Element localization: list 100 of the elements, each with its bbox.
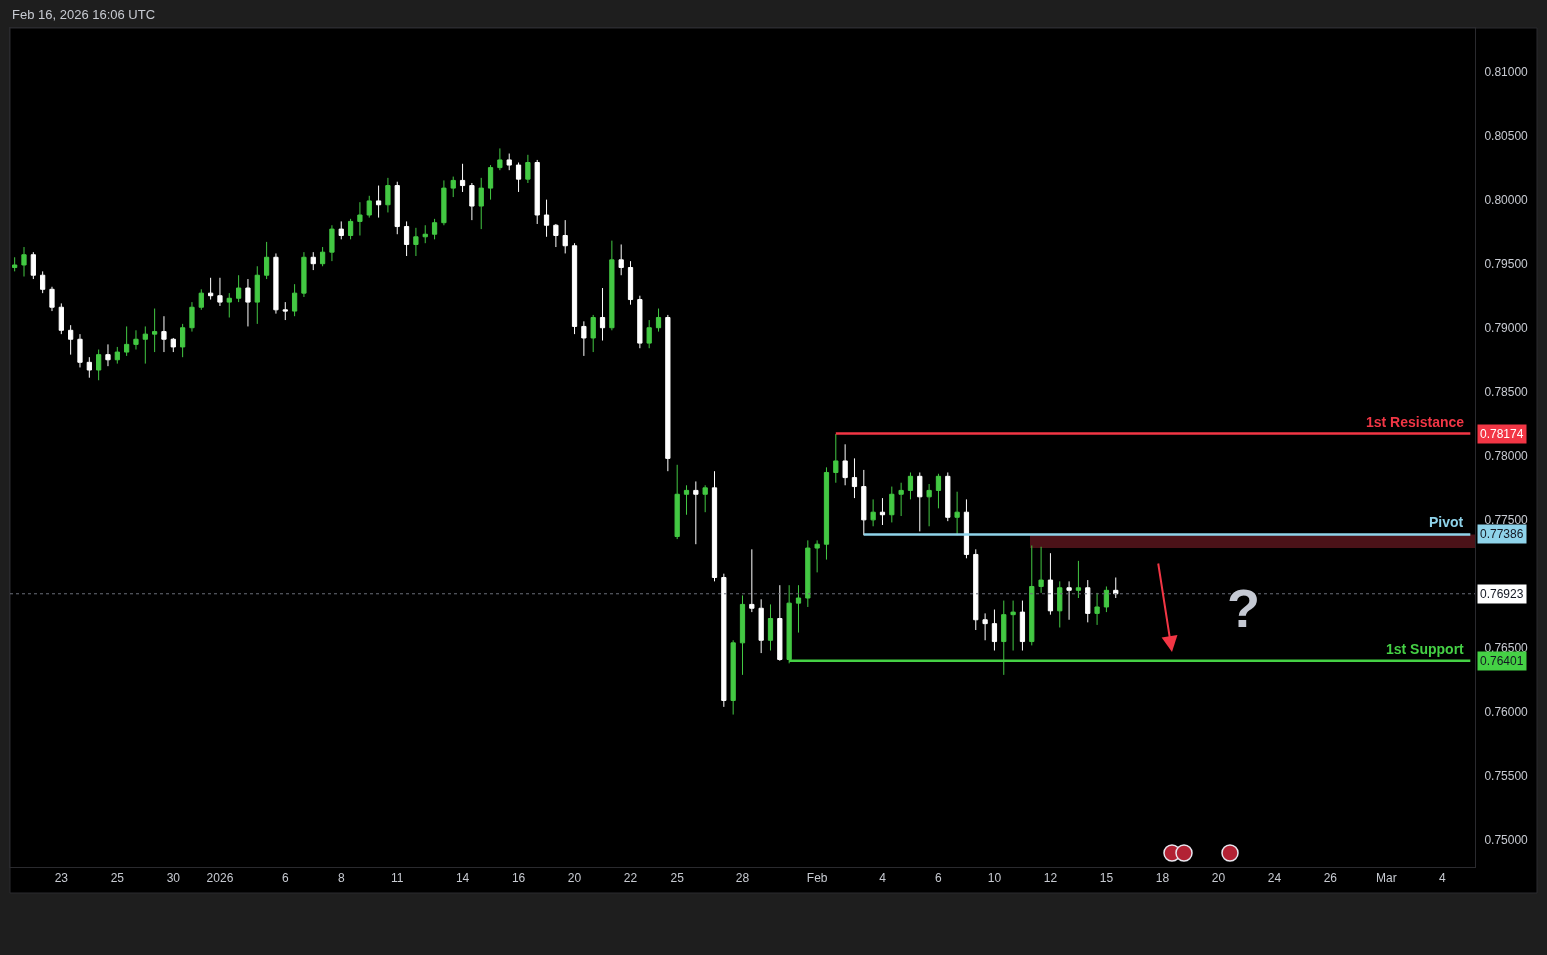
candlestick (711, 470, 718, 582)
candlestick (777, 584, 783, 662)
candlestick (385, 177, 391, 213)
candlestick (40, 270, 46, 294)
candlestick (842, 443, 848, 486)
candlestick (506, 153, 512, 171)
candlestick (1085, 579, 1091, 623)
candlestick (347, 218, 354, 240)
candlestick (581, 320, 587, 357)
candlestick (58, 302, 64, 335)
candlestick (68, 324, 74, 356)
x-tick-label: 26 (1323, 871, 1338, 886)
y-tick-label: 0.78500 (1484, 384, 1529, 399)
candlestick (142, 325, 148, 365)
x-tick-label: 25 (110, 871, 125, 886)
x-tick-label: 16 (511, 871, 526, 886)
candlestick (291, 283, 298, 317)
candlestick (889, 486, 895, 523)
candlestick (646, 319, 652, 349)
candlestick (459, 163, 466, 193)
x-tick-label: 12 (1043, 871, 1058, 886)
candlestick (1010, 600, 1016, 652)
candlestick (217, 277, 223, 307)
x-tick-label: 14 (455, 871, 470, 886)
candlestick (973, 548, 979, 631)
candlestick (198, 288, 204, 311)
candlestick (1047, 552, 1054, 616)
candlestick (515, 162, 522, 193)
candlestick (96, 349, 102, 381)
candlestick (907, 471, 914, 500)
x-tick-label: 4 (879, 871, 887, 886)
x-tick-label: 24 (1267, 871, 1282, 886)
candlestick (553, 223, 559, 248)
candlestick (571, 242, 578, 335)
text: Feb 16, 2026 16:06 UTC (12, 7, 156, 22)
candlestick (851, 457, 858, 499)
candlestick (534, 159, 540, 225)
candlestick (301, 251, 307, 298)
candlestick (935, 473, 942, 509)
candlestick (105, 343, 111, 367)
x-tick-label: 23 (54, 871, 69, 886)
candlestick (926, 483, 932, 527)
candlestick (450, 176, 456, 198)
candlestick (49, 286, 55, 312)
candlestick (263, 241, 270, 280)
candlestick (310, 251, 316, 271)
y-tick-label: 0.75000 (1484, 833, 1529, 848)
x-tick-label: 28 (735, 871, 750, 886)
y-tick-label: 0.76000 (1484, 705, 1529, 720)
candlestick (543, 199, 550, 238)
candlestick (758, 598, 764, 654)
candlestick (655, 308, 662, 333)
x-tick-label: 20 (1211, 871, 1226, 886)
candlestick (497, 147, 503, 171)
candlestick (478, 177, 484, 230)
y-tick-label: 0.79000 (1484, 320, 1529, 335)
series-label: 1st Support (1386, 641, 1465, 657)
x-tick-label: 22 (623, 871, 638, 886)
candlestick (637, 295, 643, 349)
candlestick (739, 594, 746, 676)
candlestick (823, 466, 830, 561)
data-label: 0.78174 (1480, 427, 1524, 441)
candlestick (879, 497, 886, 526)
candlestick (1113, 577, 1119, 599)
candlestick (917, 471, 923, 532)
candlestick (422, 224, 428, 244)
candlestick (114, 346, 120, 365)
candlestick (525, 154, 531, 184)
candlestick (599, 287, 606, 342)
y-tick-label: 0.75500 (1484, 769, 1529, 784)
candlestick (77, 333, 83, 368)
x-tick-label: 10 (987, 871, 1002, 886)
candlestick (357, 201, 363, 237)
x-tick-label: 2026 (206, 871, 234, 886)
candlestick (403, 220, 410, 257)
y-tick-label: 0.81000 (1484, 64, 1529, 79)
candlestick (693, 480, 699, 545)
candlestick (795, 584, 802, 634)
candlestick (674, 464, 680, 540)
x-tick-label: 11 (391, 871, 404, 886)
candlestick (749, 548, 755, 613)
candlestick (86, 356, 92, 379)
candlestick (833, 433, 839, 484)
candlestick (487, 164, 494, 201)
candlestick (180, 323, 186, 358)
candlestick (170, 337, 176, 353)
x-tick-label: 8 (337, 871, 345, 886)
candlestick (152, 308, 158, 353)
candlestick (814, 539, 820, 573)
ref-line-label: 0.76923 (1480, 587, 1524, 601)
candlestick (189, 301, 195, 333)
x-tick-label: 15 (1099, 871, 1114, 886)
candlestick (319, 246, 326, 267)
candlestick (805, 539, 811, 608)
candlestick (254, 265, 260, 325)
candlestick (683, 484, 690, 516)
candlestick (245, 278, 251, 327)
candlestick (861, 469, 867, 536)
candlestick (226, 292, 232, 318)
y-tick-label: 0.79500 (1484, 256, 1529, 271)
